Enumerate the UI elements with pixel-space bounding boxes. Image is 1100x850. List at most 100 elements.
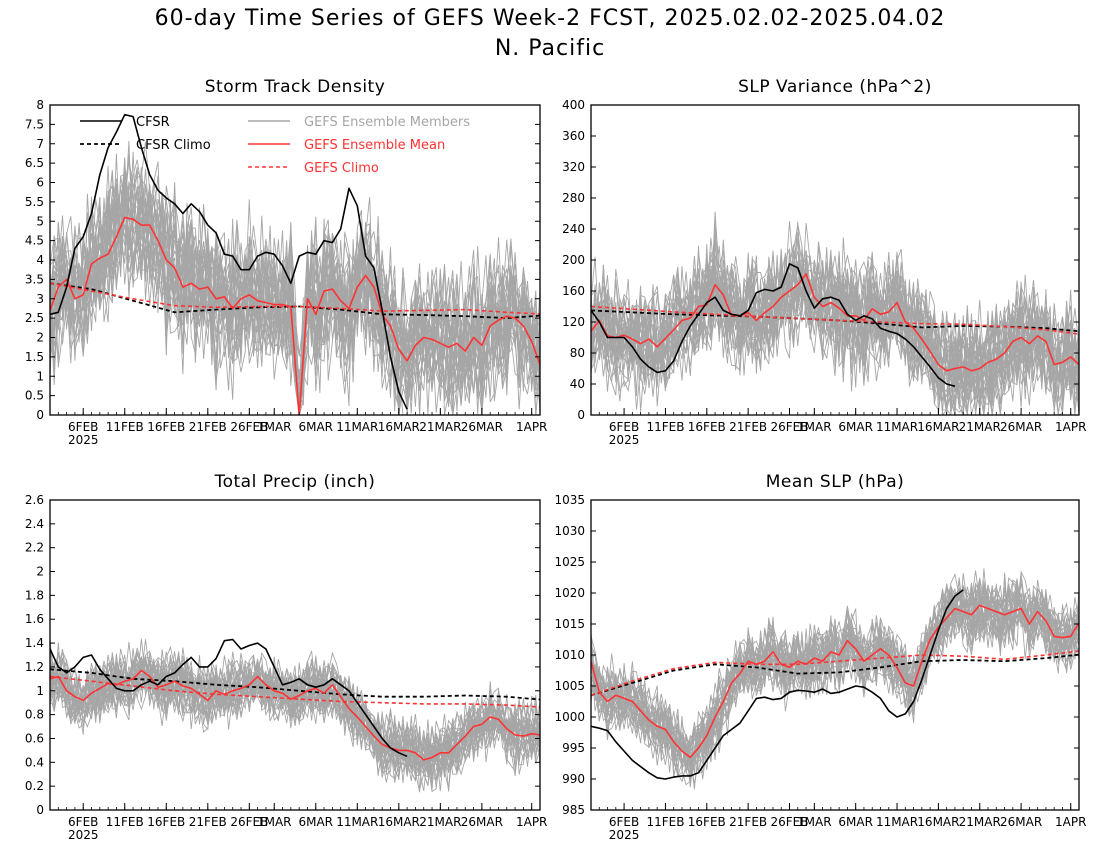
plot-area bbox=[591, 211, 1079, 415]
y-tick-label: 1005 bbox=[554, 679, 585, 693]
y-tick-label: 1.4 bbox=[25, 636, 44, 650]
x-tick-label: 1MAR bbox=[797, 420, 832, 434]
legend-label-cfsr-climo: CFSR Climo bbox=[136, 138, 211, 153]
y-tick-label: 240 bbox=[562, 222, 585, 236]
y-tick-label: 5 bbox=[36, 214, 44, 228]
ensemble-member-line bbox=[591, 579, 1079, 773]
legend-label-members: GEFS Ensemble Members bbox=[304, 115, 470, 130]
x-tick-label: 26FEB bbox=[771, 420, 809, 434]
x-tick-label: 6MAR bbox=[838, 420, 873, 434]
ensemble-member-line bbox=[50, 184, 540, 412]
y-tick-label: 0.4 bbox=[25, 755, 44, 769]
y-tick-label: 0.8 bbox=[25, 708, 44, 722]
y-tick-label: 1015 bbox=[554, 617, 585, 631]
gefs-climo-line bbox=[591, 305, 1079, 335]
y-tick-label: 200 bbox=[562, 253, 585, 267]
x-tick-label: 21MAR bbox=[419, 815, 461, 829]
ensemble-member-line bbox=[591, 582, 1079, 768]
y-tick-label: 990 bbox=[562, 772, 585, 786]
x-tick-label: 16MAR bbox=[917, 420, 959, 434]
x-tick-label: 6MAR bbox=[298, 815, 333, 829]
panel-3: Total Precip (inch) 0 0.2 0.4 0.6 0.8 1 1.2 1.4 1… bbox=[25, 472, 547, 842]
x-tick-label: 26MAR bbox=[461, 815, 503, 829]
y-tick-label: 320 bbox=[562, 160, 585, 174]
x-tick-label: 1APR bbox=[516, 420, 547, 434]
x-tick-label: 26FEB bbox=[230, 815, 268, 829]
cfsr-climo-line bbox=[50, 282, 540, 319]
panel-title: Mean SLP (hPa) bbox=[766, 472, 905, 492]
x-tick-label: 16MAR bbox=[378, 815, 420, 829]
y-tick-label: 0.2 bbox=[25, 779, 44, 793]
gefs-climo-line bbox=[50, 675, 540, 708]
x-tick-label: 11FEB bbox=[646, 420, 684, 434]
x-tick-label: 6FEB bbox=[68, 815, 98, 829]
y-tick-label: 120 bbox=[562, 315, 585, 329]
x-tick-label: 26MAR bbox=[1000, 815, 1042, 829]
ens-mean-line bbox=[591, 604, 1079, 759]
y-tick-label: 0 bbox=[36, 408, 44, 422]
y-tick-label: 40 bbox=[570, 377, 585, 391]
legend-label-ens-mean: GEFS Ensemble Mean bbox=[304, 138, 445, 153]
y-tick-label: 995 bbox=[562, 741, 585, 755]
legend-label-gefs-climo: GEFS Climo bbox=[304, 161, 379, 176]
x-tick-label: 16FEB bbox=[147, 420, 185, 434]
y-tick-label: 0 bbox=[36, 803, 44, 817]
ensemble-member-line bbox=[50, 649, 540, 793]
x-tick-label: 26MAR bbox=[461, 420, 503, 434]
y-tick-label: 6.5 bbox=[25, 156, 44, 170]
ensemble-member-line bbox=[591, 586, 1079, 778]
y-tick-label: 360 bbox=[562, 129, 585, 143]
y-tick-label: 0.6 bbox=[25, 731, 44, 745]
x-tick-year-label: 2025 bbox=[68, 433, 99, 447]
x-tick-label: 21MAR bbox=[959, 420, 1001, 434]
plot-area bbox=[50, 637, 540, 793]
y-tick-label: 1 bbox=[36, 369, 44, 383]
x-tick-label: 26FEB bbox=[230, 420, 268, 434]
x-tick-label: 1MAR bbox=[797, 815, 832, 829]
ensemble-member-line bbox=[50, 168, 540, 415]
y-tick-label: 0 bbox=[577, 408, 585, 422]
ensemble-member-line bbox=[50, 653, 540, 783]
y-tick-label: 2.5 bbox=[25, 311, 44, 325]
ensemble-member-line bbox=[50, 649, 540, 790]
panel-2: SLP Variance (hPa^2) 0 40 80 120 160 200 240 280… bbox=[562, 77, 1086, 447]
x-tick-label: 16MAR bbox=[378, 420, 420, 434]
x-tick-label: 1APR bbox=[516, 815, 547, 829]
y-tick-label: 1.6 bbox=[25, 612, 44, 626]
plot-area bbox=[50, 113, 540, 415]
ens-mean-line bbox=[50, 216, 540, 415]
y-tick-label: 4.5 bbox=[25, 234, 44, 248]
cfsr-line bbox=[50, 638, 408, 758]
y-tick-label: 2.2 bbox=[25, 541, 44, 555]
y-tick-label: 1020 bbox=[554, 586, 585, 600]
x-tick-label: 21MAR bbox=[419, 420, 461, 434]
y-tick-label: 1 bbox=[36, 684, 44, 698]
y-tick-label: 1010 bbox=[554, 648, 585, 662]
x-tick-label: 26FEB bbox=[771, 815, 809, 829]
ens-mean-line bbox=[591, 273, 1079, 372]
x-tick-label: 11FEB bbox=[106, 420, 144, 434]
y-tick-label: 1.2 bbox=[25, 660, 44, 674]
y-tick-label: 1030 bbox=[554, 524, 585, 538]
plot-area bbox=[591, 568, 1079, 790]
y-tick-label: 3 bbox=[36, 292, 44, 306]
x-tick-label: 21FEB bbox=[729, 815, 767, 829]
y-tick-label: 8 bbox=[36, 98, 44, 112]
panel-title: SLP Variance (hPa^2) bbox=[738, 77, 932, 97]
panel-title: Total Precip (inch) bbox=[214, 472, 376, 492]
plot-frame bbox=[49, 499, 541, 811]
ensemble-member-line bbox=[591, 255, 1079, 415]
ensemble-member-line bbox=[50, 642, 540, 776]
cfsr-line bbox=[50, 113, 408, 410]
panel-4: Mean SLP (hPa) 985 990 995 1000 1005 1010 1015 1… bbox=[554, 472, 1086, 842]
x-tick-label: 16FEB bbox=[688, 420, 726, 434]
y-tick-label: 985 bbox=[562, 803, 585, 817]
y-tick-label: 80 bbox=[570, 346, 585, 360]
y-tick-label: 6 bbox=[36, 176, 44, 190]
ensemble-member-line bbox=[591, 249, 1079, 414]
y-tick-label: 4 bbox=[36, 253, 44, 267]
y-tick-label: 280 bbox=[562, 191, 585, 205]
x-tick-label: 6FEB bbox=[68, 420, 98, 434]
page-title: 60-day Time Series of GEFS Week-2 FCST, … bbox=[154, 6, 946, 31]
